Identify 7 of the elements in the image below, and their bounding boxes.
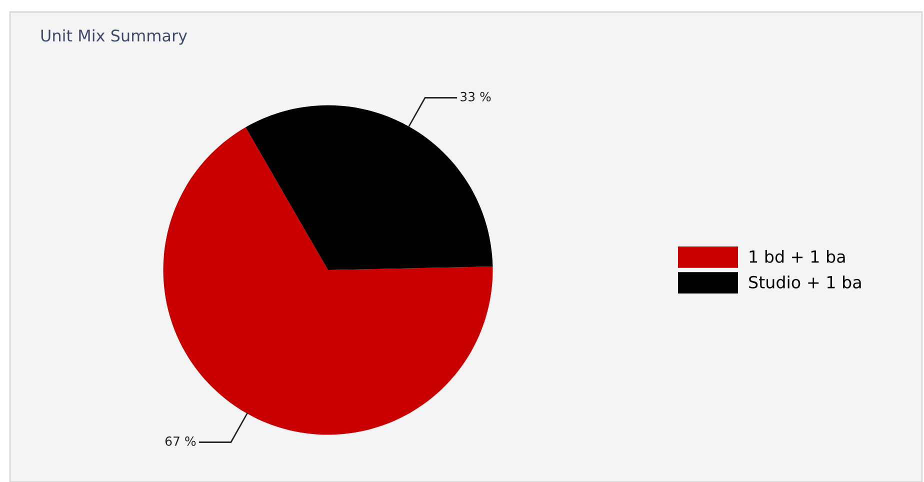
chart-title: Unit Mix Summary (41, 29, 188, 45)
pie-slice (163, 127, 493, 435)
legend-label: 1 bd + 1 ba (750, 250, 845, 263)
data-label: 33 % (460, 92, 491, 102)
pie-slice (246, 105, 493, 270)
data-label: 67 % (165, 436, 196, 446)
legend-label: Studio + 1 ba (749, 276, 861, 288)
